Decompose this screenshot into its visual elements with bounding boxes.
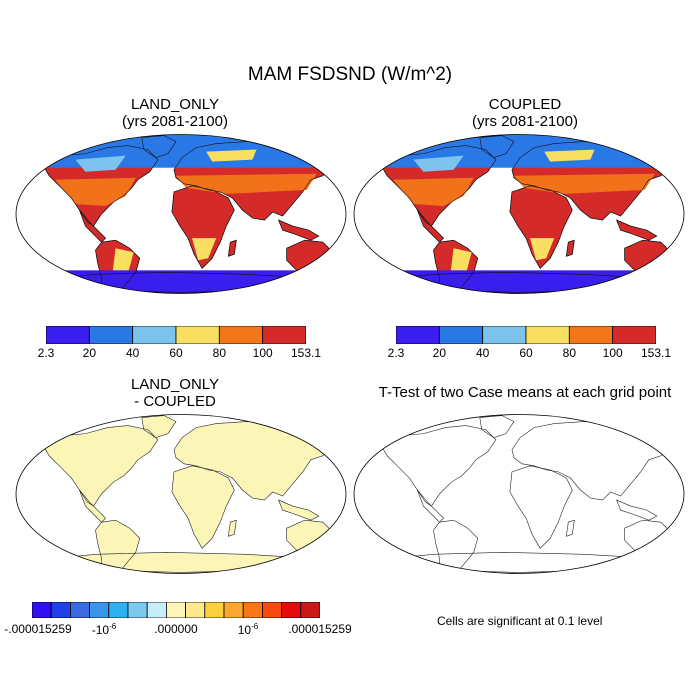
coupled-colorbar-tick-label: 153.1 (640, 346, 672, 360)
coupled-title-line2: (yrs 2081-2100) (472, 113, 578, 130)
coupled-map (353, 134, 685, 294)
diff-title-line1: LAND_ONLY (130, 376, 220, 393)
land-only-title: LAND_ONLY (yrs 2081-2100) (75, 96, 275, 130)
ttest-title: T-Test of two Case means at each grid po… (378, 384, 672, 401)
coupled-colorbar-swatch (396, 326, 440, 344)
coupled-colorbar-swatch (568, 326, 614, 344)
diff-colorbar (32, 602, 320, 618)
diff-colorbar-swatch (223, 602, 244, 618)
coupled-colorbar-swatch (612, 326, 656, 344)
coupled-title-line1: COUPLED (488, 96, 562, 113)
coupled-colorbar-tick-label: 80 (562, 346, 577, 360)
coupled-colorbar-swatch (525, 326, 570, 344)
land-only-colorbar (46, 326, 306, 344)
coupled-colorbar-tick-label: 20 (432, 346, 447, 360)
land-only-map (15, 134, 347, 294)
diff-colorbar-swatch (204, 602, 225, 618)
diff-colorbar-tick-label: .000000 (154, 622, 198, 636)
land-only-colorbar-tick-label: 20 (82, 346, 97, 360)
coupled-colorbar-tick-label: 60 (519, 346, 533, 360)
ttest-map (353, 414, 685, 574)
diff-colorbar-swatch (32, 602, 52, 618)
land-only-colorbar-swatch (46, 326, 90, 344)
diff-colorbar-swatch (242, 602, 263, 618)
coupled-colorbar-tick-label: 100 (602, 346, 623, 360)
diff-colorbar-swatch (127, 602, 148, 618)
diff-colorbar-swatch (146, 602, 167, 618)
land-only-colorbar-swatch (262, 326, 306, 344)
land-only-colorbar-swatch (175, 326, 220, 344)
diff-colorbar-tick-label: .000015259 (288, 622, 352, 636)
land-only-colorbar-tick-label: 153.1 (290, 346, 322, 360)
diff-colorbar-swatch (261, 602, 282, 618)
coupled-colorbar-swatch (482, 326, 527, 344)
coupled-colorbar-tick-label: 2.3 (387, 346, 405, 360)
land-only-title-line2: (yrs 2081-2100) (122, 113, 228, 130)
land-only-colorbar-tick-label: 2.3 (37, 346, 55, 360)
diff-colorbar-swatch (70, 602, 91, 618)
land-only-title-line1: LAND_ONLY (130, 96, 220, 113)
diff-colorbar-swatch (89, 602, 110, 618)
diff-colorbar-tick-label: -10-6 (91, 622, 117, 637)
land-only-colorbar-swatch (88, 326, 134, 344)
diff-colorbar-swatch (281, 602, 302, 618)
diff-colorbar-swatch (300, 602, 320, 618)
diff-colorbar-swatch (50, 602, 71, 618)
diff-colorbar-swatch (108, 602, 129, 618)
diff-colorbar-tick-label: 10-6 (237, 622, 259, 637)
land-only-colorbar-tick-label: 80 (212, 346, 227, 360)
land-only-colorbar-tick-label: 100 (252, 346, 273, 360)
diff-colorbar-tick-label: -.000015259 (4, 622, 72, 636)
diff-colorbar-swatch (185, 602, 206, 618)
land-only-colorbar-tick-label: 40 (125, 346, 140, 360)
main-title: MAM FSDSND (W/m^2) (247, 64, 453, 85)
diff-title: LAND_ONLY - COUPLED (75, 376, 275, 410)
significance-note: Cells are significant at 0.1 level (437, 614, 603, 628)
coupled-colorbar-tick-label: 40 (475, 346, 490, 360)
diff-map (15, 414, 347, 574)
land-only-colorbar-swatch (132, 326, 177, 344)
coupled-colorbar (396, 326, 656, 344)
diff-colorbar-swatch (165, 602, 186, 618)
coupled-colorbar-swatch (438, 326, 484, 344)
diff-title-line2: - COUPLED (134, 393, 216, 410)
land-only-colorbar-tick-label: 60 (169, 346, 183, 360)
land-only-colorbar-swatch (218, 326, 264, 344)
coupled-title: COUPLED (yrs 2081-2100) (425, 96, 625, 130)
